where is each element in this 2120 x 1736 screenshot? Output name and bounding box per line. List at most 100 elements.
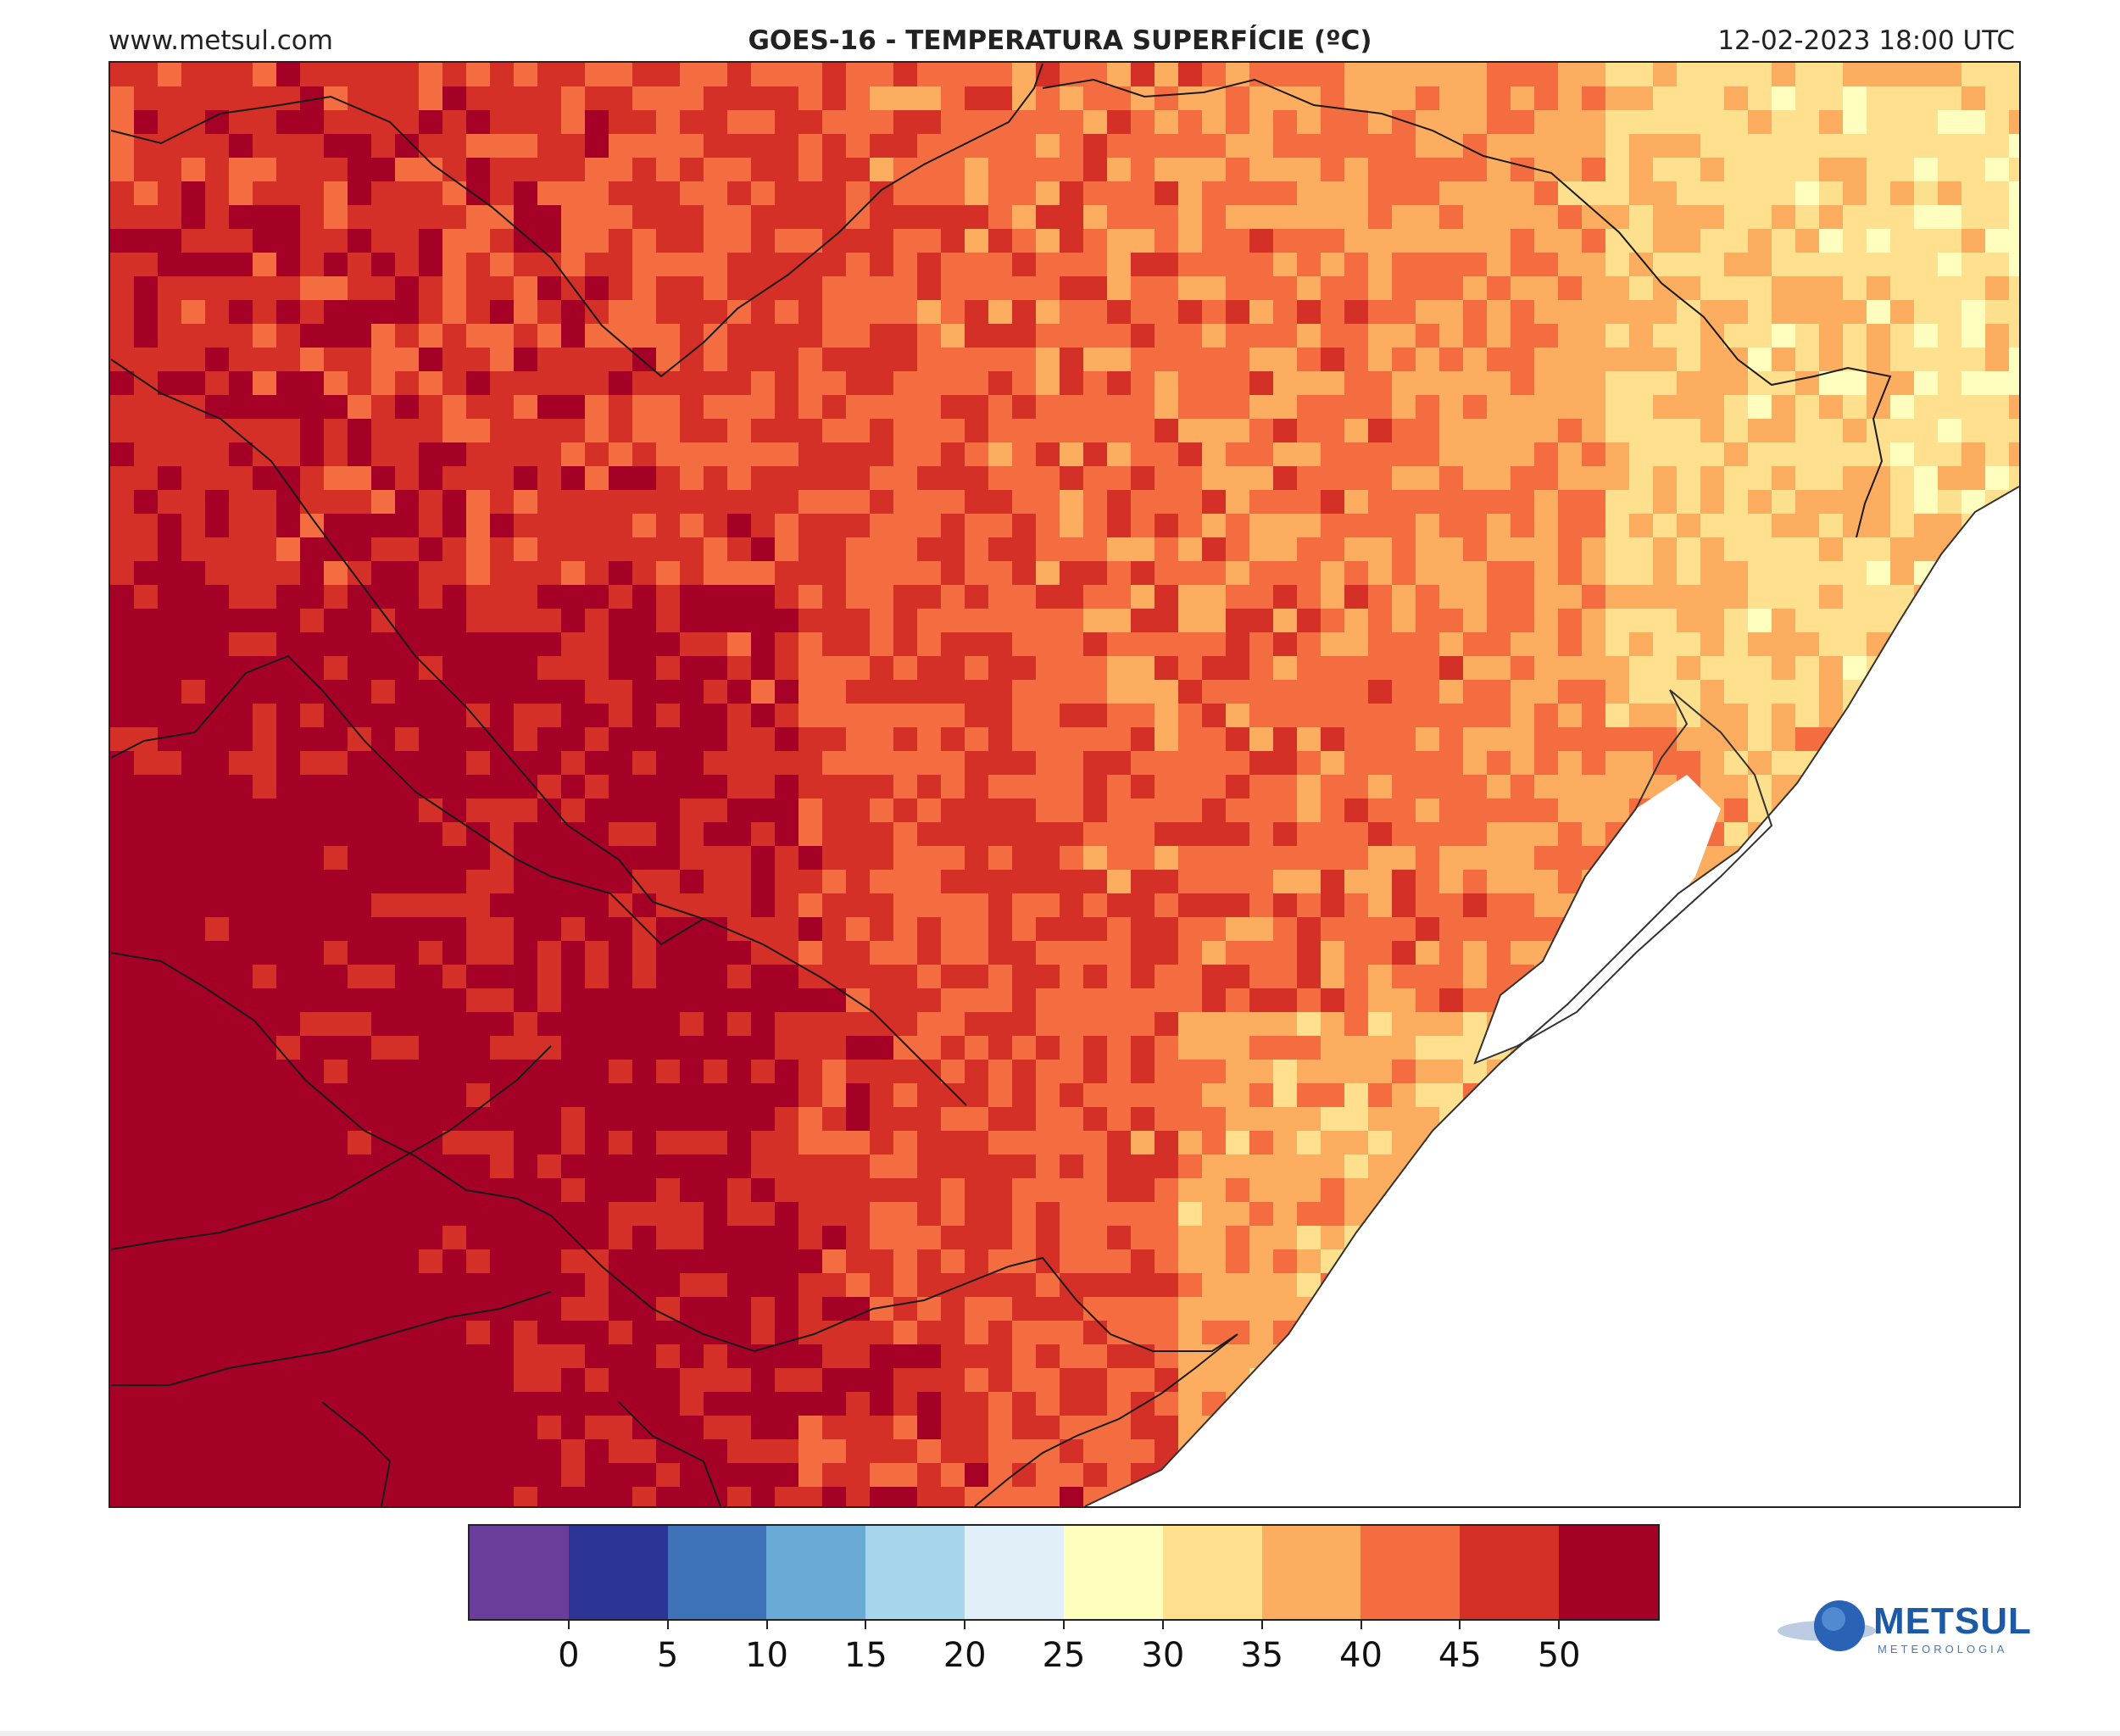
temperature-cell (775, 348, 799, 372)
temperature-cell (134, 1202, 159, 1227)
temperature-cell (324, 846, 348, 871)
temperature-cell (1392, 442, 1416, 467)
temperature-cell (371, 229, 396, 253)
temperature-cell (965, 846, 989, 871)
temperature-cell (1155, 965, 1179, 989)
temperature-cell (490, 276, 515, 301)
temperature-cell (348, 846, 372, 871)
temperature-cell (276, 1083, 301, 1108)
temperature-cell (822, 561, 847, 586)
temperature-cell (1653, 300, 1678, 325)
temperature-cell (1321, 466, 1345, 491)
temperature-cell (775, 63, 799, 87)
temperature-cell (822, 1439, 847, 1464)
temperature-cell (1985, 158, 2010, 182)
temperature-cell (490, 253, 515, 277)
temperature-cell (656, 846, 681, 871)
temperature-cell (395, 253, 420, 277)
temperature-cell (110, 1249, 135, 1274)
temperature-cell (300, 1083, 325, 1108)
temperature-cell (1249, 798, 1274, 823)
temperature-cell (917, 1463, 942, 1488)
temperature-cell (656, 1012, 681, 1037)
temperature-cell (110, 704, 135, 728)
temperature-cell (704, 1036, 728, 1060)
temperature-cell (442, 110, 467, 135)
temperature-cell (609, 585, 633, 609)
temperature-cell (988, 158, 1013, 182)
temperature-cell (348, 1012, 372, 1037)
temperature-cell (1131, 466, 1155, 491)
temperature-cell (1653, 348, 1678, 372)
temperature-cell (324, 1036, 348, 1060)
temperature-cell (348, 1344, 372, 1369)
temperature-cell (466, 1131, 491, 1155)
temperature-cell (1961, 63, 1986, 87)
temperature-cell (1629, 324, 1654, 348)
temperature-cell (537, 988, 562, 1013)
temperature-cell (941, 1107, 965, 1132)
temperature-cell (656, 348, 681, 372)
temperature-cell (229, 1107, 253, 1132)
temperature-cell (609, 466, 633, 491)
temperature-cell (1795, 490, 1820, 515)
temperature-cell (419, 514, 443, 538)
temperature-cell (1060, 751, 1084, 776)
temperature-cell (1890, 205, 1915, 230)
temperature-cell (1605, 632, 1630, 657)
temperature-cell (1202, 751, 1227, 776)
temperature-cell (609, 846, 633, 871)
temperature-cell (1036, 276, 1060, 301)
temperature-cell (324, 158, 348, 182)
temperature-cell (609, 751, 633, 776)
temperature-cell (1083, 1060, 1108, 1084)
temperature-cell (870, 1131, 894, 1155)
temperature-cell (253, 1463, 277, 1488)
temperature-cell (1392, 632, 1416, 657)
temperature-cell (1226, 253, 1250, 277)
temperature-cell (1249, 253, 1274, 277)
temperature-cell (941, 775, 965, 799)
temperature-cell (893, 1202, 918, 1227)
temperature-cell (822, 1202, 847, 1227)
temperature-cell (1772, 63, 1796, 87)
temperature-cell (1463, 110, 1488, 135)
temperature-cell (680, 1060, 704, 1084)
temperature-cell (798, 1107, 823, 1132)
temperature-cell (965, 1439, 989, 1464)
temperature-cell (253, 110, 277, 135)
temperature-cell (514, 1012, 538, 1037)
temperature-cell (1439, 680, 1464, 704)
temperature-cell (988, 1012, 1013, 1037)
temperature-cell (419, 110, 443, 135)
temperature-cell (442, 466, 467, 491)
temperature-cell (229, 300, 253, 325)
temperature-cell (1012, 442, 1037, 467)
temperature-cell (253, 585, 277, 609)
temperature-cell (1867, 300, 1891, 325)
temperature-cell (917, 348, 942, 372)
temperature-cell (1012, 609, 1037, 633)
temperature-cell (585, 870, 609, 894)
temperature-cell (1867, 134, 1891, 159)
temperature-cell (181, 1249, 206, 1274)
temperature-cell (395, 276, 420, 301)
temperature-cell (893, 395, 918, 420)
temperature-cell (917, 917, 942, 942)
temperature-cell (1226, 324, 1250, 348)
temperature-cell (965, 395, 989, 420)
temperature-cell (1487, 704, 1511, 728)
temperature-cell (1202, 1107, 1227, 1132)
temperature-cell (110, 490, 135, 515)
temperature-cell (419, 442, 443, 467)
temperature-cell (1700, 727, 1725, 752)
temperature-cell (466, 514, 491, 538)
temperature-cell (514, 229, 538, 253)
temperature-cell (110, 775, 135, 799)
temperature-cell (348, 466, 372, 491)
temperature-cell (893, 965, 918, 989)
temperature-cell (727, 775, 752, 799)
temperature-cell (846, 1178, 871, 1203)
temperature-cell (609, 63, 633, 87)
temperature-cell (537, 917, 562, 942)
